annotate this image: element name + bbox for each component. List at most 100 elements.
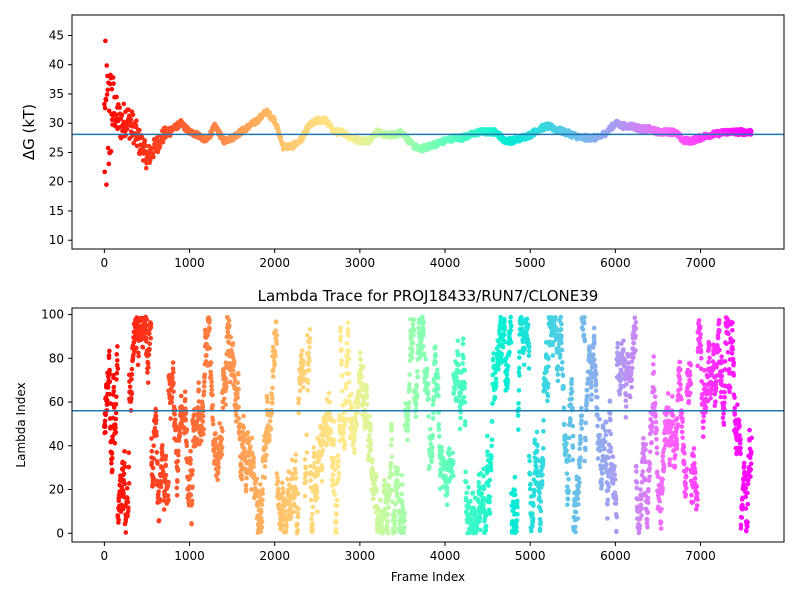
lambda-point bbox=[343, 386, 349, 391]
lambda-point bbox=[544, 369, 550, 374]
lambda-point bbox=[359, 374, 365, 380]
delta-g-y-tick-label: 20 bbox=[49, 175, 64, 189]
lambda-point bbox=[208, 360, 214, 366]
delta-g-point bbox=[107, 81, 113, 87]
delta-g-point bbox=[105, 145, 111, 151]
lambda-point bbox=[115, 366, 121, 371]
lambda-point bbox=[487, 494, 493, 500]
lambda-point bbox=[280, 490, 286, 496]
lambda-point bbox=[103, 412, 108, 418]
lambda-point bbox=[151, 456, 157, 461]
lambda-point bbox=[433, 344, 438, 350]
delta-g-point bbox=[328, 123, 334, 128]
lambda-point bbox=[584, 388, 590, 393]
lambda-point bbox=[512, 474, 518, 480]
lambda-point bbox=[334, 512, 339, 517]
lambda-point bbox=[314, 483, 319, 489]
delta-g-y-tick-label: 25 bbox=[49, 145, 64, 159]
lambda-point bbox=[476, 480, 482, 485]
lambda-point bbox=[331, 455, 337, 461]
lambda-point bbox=[342, 446, 347, 451]
lambda-point bbox=[605, 497, 611, 503]
lambda-point bbox=[265, 399, 270, 405]
lambda-point bbox=[579, 405, 584, 411]
lambda-point bbox=[175, 479, 180, 484]
lambda-point bbox=[527, 458, 532, 464]
lambda-point bbox=[125, 499, 131, 505]
delta-g-point bbox=[111, 81, 116, 86]
lambda-point bbox=[195, 437, 200, 442]
lambda-point bbox=[312, 465, 318, 470]
lambda-point bbox=[588, 397, 594, 403]
lambda-point bbox=[153, 417, 159, 423]
lambda-point bbox=[109, 469, 115, 475]
lambda-point bbox=[522, 345, 527, 351]
lambda-point bbox=[541, 429, 546, 434]
lambda-point bbox=[102, 424, 108, 429]
lambda-point bbox=[582, 458, 587, 464]
delta-g-point bbox=[267, 110, 273, 116]
lambda-point bbox=[165, 493, 171, 498]
lambda-point bbox=[236, 416, 242, 421]
lambda-point bbox=[235, 391, 240, 397]
lambda-point bbox=[335, 453, 341, 459]
lambda-point bbox=[128, 395, 134, 401]
lambda-point bbox=[511, 502, 516, 507]
lambda-point bbox=[112, 422, 118, 427]
lambda-point bbox=[105, 385, 111, 390]
lambda-point bbox=[592, 341, 597, 347]
lambda-point bbox=[555, 372, 561, 377]
lambda-point bbox=[114, 394, 119, 400]
lambda-point bbox=[508, 340, 514, 345]
lambda-point bbox=[172, 412, 177, 417]
lambda-point bbox=[485, 449, 490, 454]
lambda-point bbox=[457, 426, 463, 432]
lambda-point bbox=[224, 384, 229, 389]
lambda-point bbox=[463, 419, 468, 424]
lambda-point bbox=[587, 344, 592, 349]
lambda-point bbox=[311, 445, 317, 450]
lambda-point bbox=[199, 438, 204, 444]
lambda-point bbox=[439, 449, 444, 455]
lambda-point bbox=[561, 386, 566, 391]
lambda-point bbox=[560, 373, 566, 378]
lambda-point bbox=[493, 380, 499, 386]
lambda-point bbox=[464, 490, 469, 496]
delta-g-point bbox=[131, 140, 136, 146]
lambda-point bbox=[156, 518, 162, 523]
lambda-point bbox=[114, 377, 119, 382]
lambda-point bbox=[401, 530, 406, 535]
lambda-point bbox=[346, 331, 351, 336]
lambda-point bbox=[529, 528, 534, 534]
lambda-point bbox=[427, 464, 432, 469]
lambda-point bbox=[570, 457, 576, 463]
lambda-point bbox=[576, 476, 582, 481]
delta-g-point bbox=[103, 97, 109, 103]
lambda-point bbox=[585, 381, 590, 386]
delta-g-point bbox=[133, 123, 139, 128]
lambda-point bbox=[566, 488, 571, 493]
lambda-point bbox=[538, 521, 543, 527]
lambda-point bbox=[425, 391, 431, 397]
lambda-point bbox=[402, 518, 408, 524]
lambda-point bbox=[106, 353, 112, 358]
lambda-point bbox=[126, 481, 132, 486]
lambda-point bbox=[154, 433, 159, 438]
lambda-point bbox=[455, 353, 461, 358]
lambda-point bbox=[343, 398, 349, 404]
lambda-point bbox=[388, 460, 394, 466]
lambda-point bbox=[160, 469, 166, 475]
lambda-point bbox=[481, 466, 486, 472]
delta-g-point bbox=[119, 112, 125, 118]
lambda-point bbox=[276, 486, 281, 492]
lambda-point bbox=[595, 423, 600, 429]
lambda-point bbox=[505, 367, 510, 373]
lambda-point bbox=[496, 363, 501, 368]
lambda-point bbox=[170, 366, 176, 371]
lambda-point bbox=[274, 332, 280, 338]
lambda-point bbox=[537, 490, 542, 496]
lambda-point bbox=[483, 523, 489, 529]
lambda-point bbox=[569, 389, 575, 395]
lambda-point bbox=[338, 430, 343, 436]
lambda-point bbox=[400, 507, 406, 512]
